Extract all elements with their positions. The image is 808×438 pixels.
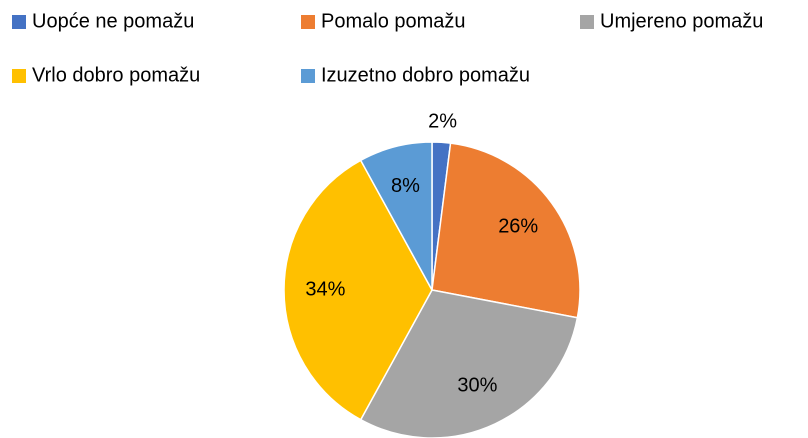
legend-label: Uopće ne pomažu	[32, 10, 194, 32]
legend-label: Izuzetno dobro pomažu	[321, 64, 530, 86]
pie-slice	[359, 289, 579, 438]
pie-slice	[359, 141, 433, 291]
legend-label: Umjereno pomažu	[600, 10, 763, 32]
legend-swatch	[301, 15, 315, 29]
data-label: 8%	[391, 175, 420, 197]
legend-swatch	[301, 69, 315, 83]
legend-label: Vrlo dobro pomažu	[32, 64, 200, 86]
data-label: 2%	[428, 111, 457, 133]
legend-swatch	[12, 15, 26, 29]
data-label: 34%	[305, 278, 345, 300]
data-label: 26%	[498, 216, 538, 238]
legend-swatch	[580, 15, 594, 29]
legend-label: Pomalo pomažu	[321, 10, 466, 32]
legend-swatch	[12, 69, 26, 83]
pie-slice	[431, 142, 581, 319]
pie-slice	[283, 159, 433, 421]
data-label: 30%	[457, 375, 497, 397]
